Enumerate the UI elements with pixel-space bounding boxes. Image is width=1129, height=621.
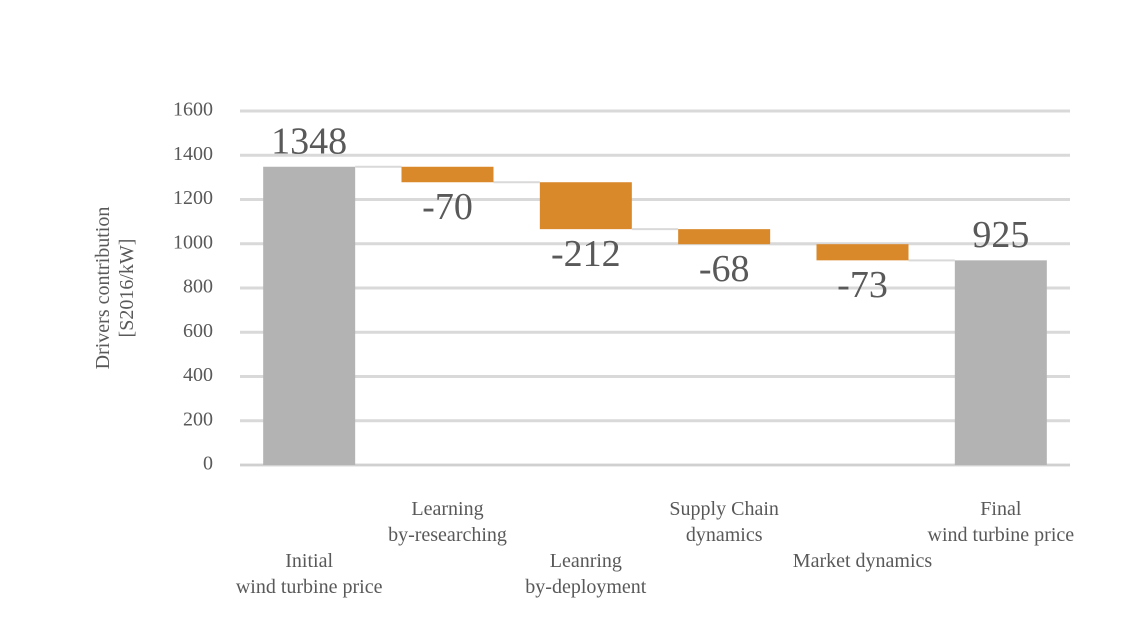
y-tick-label: 600 (183, 320, 213, 342)
data-label: -68 (699, 248, 750, 290)
x-tick-label: Leanring by-deployment (525, 550, 647, 598)
y-axis-label: Drivers contribution [S2016/kW] (92, 206, 138, 370)
delta-bar (539, 182, 632, 230)
delta-bar (401, 166, 494, 183)
x-tick-label: Final wind turbine price (927, 498, 1075, 546)
data-label: -70 (422, 186, 473, 228)
delta-bar (816, 244, 909, 261)
total-bar (954, 260, 1047, 465)
y-tick-label: 1200 (173, 187, 213, 209)
x-tick-label: Supply Chain dynamics (669, 498, 779, 546)
x-tick-label: Market dynamics (792, 550, 933, 572)
x-tick-label: Initial wind turbine price (235, 550, 383, 598)
data-label: -73 (837, 264, 888, 306)
y-tick-label: 200 (183, 408, 213, 430)
y-tick-label: 1600 (173, 99, 213, 121)
data-label: -212 (551, 233, 621, 275)
y-tick-label: 400 (183, 364, 213, 386)
total-bar (263, 166, 356, 465)
y-tick-label: 0 (203, 453, 213, 475)
delta-bar (678, 229, 771, 245)
y-tick-label: 800 (183, 276, 213, 298)
x-tick-label: Learning by-researching (388, 498, 507, 546)
y-tick-label: 1400 (173, 143, 213, 165)
data-label: 1348 (271, 120, 347, 162)
data-label: 925 (972, 214, 1029, 256)
y-tick-label: 1000 (173, 231, 213, 253)
